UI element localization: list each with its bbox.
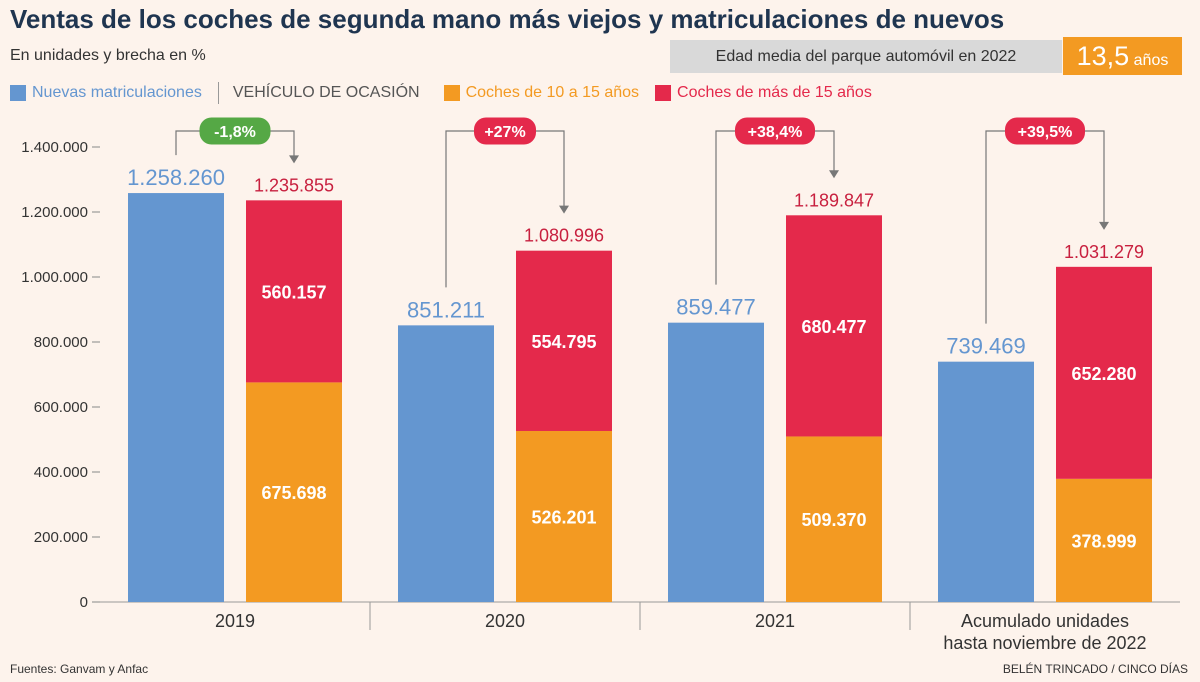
bar-old-value: 554.795 (531, 332, 596, 352)
y-tick-label: 200.000 (34, 529, 88, 546)
chart-title: Ventas de los coches de segunda mano más… (10, 4, 1005, 34)
legend-item-new: Nuevas matriculaciones (10, 84, 202, 102)
bar-new-value: 1.258.260 (127, 165, 225, 190)
bar-total-value: 1.235.855 (254, 175, 334, 195)
gap-badge-label: +38,4% (748, 124, 803, 141)
bar-new (398, 325, 494, 602)
legend-swatch-mid (443, 85, 460, 101)
bar-old-value: 560.157 (261, 282, 326, 302)
x-category-label: 2020 (485, 611, 525, 631)
y-tick-label: 800.000 (34, 334, 88, 351)
chart-subtitle: En unidades y brecha en % (10, 47, 206, 64)
average-age-label: Edad media del parque automóvil en 2022 (670, 40, 1062, 73)
gap-arrow-head (559, 205, 569, 214)
y-tick-label: 1.400.000 (21, 139, 88, 156)
y-tick-label: 1.000.000 (21, 269, 88, 286)
bar-new-value: 851.211 (407, 297, 485, 322)
y-tick-label: 400.000 (34, 464, 88, 481)
legend-label-old: Coches de más de 15 años (677, 84, 872, 101)
bar-old-value: 680.477 (801, 317, 866, 337)
legend-label-mid: Coches de 10 a 15 años (465, 84, 640, 101)
gap-badge (474, 117, 536, 145)
footer-source: Fuentes: Ganvam y Anfac (10, 662, 149, 676)
x-category-label: Acumulado unidades (961, 611, 1129, 631)
legend-label-new: Nuevas matriculaciones (32, 84, 202, 101)
bar-old (1056, 266, 1152, 479)
gap-arrow-head (829, 170, 839, 179)
bar-new-value: 739.469 (946, 334, 1026, 359)
bar-mid-value: 675.698 (261, 483, 326, 503)
legend-swatch-old (655, 85, 672, 101)
legend-item-old: Coches de más de 15 años (655, 84, 872, 102)
footer-credit: BELÉN TRINCADO / CINCO DÍAS (1002, 662, 1188, 676)
gap-badge (199, 117, 271, 145)
gap-badge-label: -1,8% (214, 124, 256, 141)
x-category-label: 2019 (215, 611, 255, 631)
bar-new (938, 361, 1034, 602)
gap-arrow-head (289, 155, 299, 164)
gap-badge-label: +27% (484, 124, 525, 141)
bar-new (668, 322, 764, 602)
bar-mid (1056, 478, 1152, 602)
legend-separator (217, 82, 219, 104)
gap-bracket-line (175, 130, 295, 157)
legend-item-mid: Coches de 10 a 15 años (443, 84, 640, 102)
bar-old (516, 250, 612, 431)
bar-total-value: 1.080.996 (524, 226, 604, 246)
gap-badge (1005, 117, 1085, 145)
gap-bracket-line (715, 130, 835, 285)
gap-arrow-head (1099, 221, 1109, 230)
bar-mid (786, 436, 882, 602)
bar-new (128, 193, 224, 603)
bar-old (246, 200, 342, 383)
bar-mid-value: 378.999 (1071, 531, 1136, 551)
bar-mid (246, 382, 342, 602)
x-category-label: hasta noviembre de 2022 (943, 633, 1146, 653)
bar-total-value: 1.031.279 (1064, 242, 1144, 262)
gap-badge (735, 117, 815, 145)
legend: Nuevas matriculaciones VEHÍCULO DE OCASI… (10, 80, 888, 106)
legend-group-label: VEHÍCULO DE OCASIÓN (232, 84, 420, 101)
gap-bracket-line (985, 130, 1105, 324)
bar-old (786, 215, 882, 437)
y-tick-label: 0 (80, 594, 88, 611)
gap-bracket-line (445, 130, 565, 288)
bar-mid-value: 509.370 (801, 510, 866, 530)
gap-badge-label: +39,5% (1018, 124, 1073, 141)
legend-swatch-new (10, 85, 26, 101)
bar-old-value: 652.280 (1071, 364, 1136, 384)
bar-mid (516, 430, 612, 602)
average-age-value-box: 13,5 años (1063, 37, 1182, 75)
x-category-label: 2021 (755, 611, 795, 631)
bar-mid-value: 526.201 (531, 507, 596, 527)
average-age-unit: años (1133, 52, 1169, 69)
bar-total-value: 1.189.847 (794, 190, 874, 210)
y-tick-label: 1.200.000 (21, 204, 88, 221)
y-tick-label: 600.000 (34, 399, 88, 416)
bar-new-value: 859.477 (676, 295, 756, 320)
average-age-value: 13,5 (1076, 41, 1130, 71)
